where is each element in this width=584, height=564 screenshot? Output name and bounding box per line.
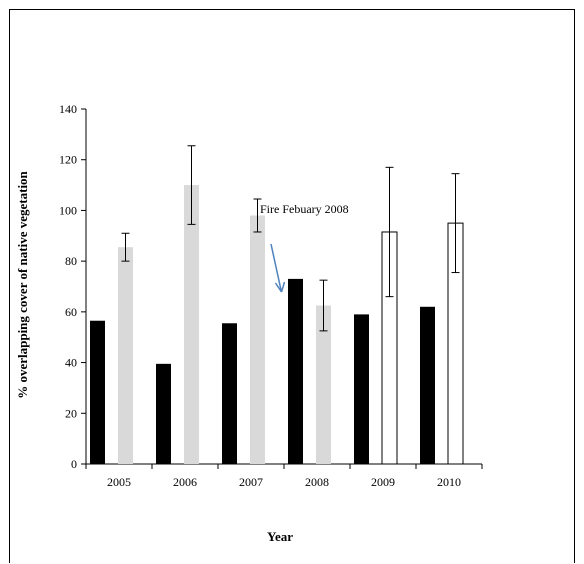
x-tick-label: 2006 — [173, 475, 197, 489]
annotation: Fire Febuary 2008 — [260, 202, 349, 293]
y-tick-label: 20 — [65, 406, 77, 420]
bar-2007-series-1 — [222, 323, 237, 464]
x-tick-label: 2008 — [305, 475, 329, 489]
bar-2008-series-1 — [288, 278, 303, 464]
y-axis: 0 20 40 60 80 100 120 140 — [59, 102, 87, 471]
y-tick-label: 120 — [59, 153, 77, 167]
y-tick-label: 0 — [71, 457, 77, 471]
y-tick-label: 100 — [59, 203, 77, 217]
bar-2005-series-1 — [90, 320, 105, 464]
annotation-arrow-head — [274, 281, 286, 293]
bar-2005-series-2 — [118, 247, 133, 464]
error-bars — [121, 145, 460, 332]
x-tick-label: 2005 — [107, 475, 131, 489]
bar-2007-series-2 — [250, 215, 265, 464]
bar-2009-series-1 — [354, 314, 369, 464]
x-tick-label: 2007 — [239, 475, 263, 489]
chart-frame — [9, 9, 575, 563]
bars — [90, 185, 464, 465]
y-tick-label: 60 — [65, 305, 77, 319]
y-tick-label: 40 — [65, 356, 77, 370]
y-tick-label: 80 — [65, 254, 77, 268]
x-axis-title: Year — [267, 529, 293, 544]
bar-2008-series-2 — [316, 305, 331, 464]
x-tick-label: 2010 — [437, 475, 461, 489]
bar-2010-series-1 — [420, 306, 435, 464]
bar-2006-series-1 — [156, 363, 171, 464]
y-tick-label: 140 — [59, 102, 77, 116]
y-axis-title: % overlapping cover of native vegetation — [15, 170, 30, 398]
bar-2006-series-2 — [184, 185, 199, 465]
annotation-label: Fire Febuary 2008 — [260, 202, 349, 216]
x-tick-label: 2009 — [371, 475, 395, 489]
x-axis: 2005 2006 2007 2008 2009 2010 — [85, 463, 483, 489]
annotation-arrow-line — [270, 243, 282, 291]
